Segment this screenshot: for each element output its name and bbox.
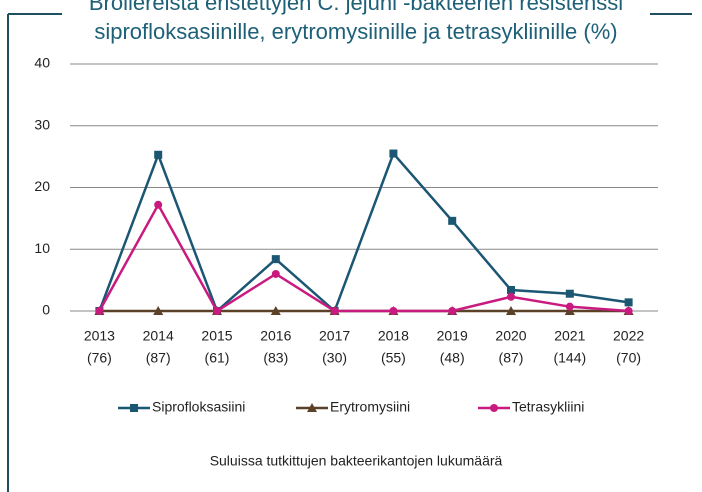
marker (506, 306, 516, 315)
marker (624, 307, 633, 315)
x-tick-label: 2019 (437, 328, 468, 344)
x-tick-label: 2020 (495, 328, 526, 344)
x-tick-label: 2015 (201, 328, 232, 344)
legend-label: Siprofloksasiini (152, 399, 245, 415)
x-tick-label: 2022 (613, 328, 644, 344)
marker (154, 200, 163, 209)
x-tick-sublabel: (76) (87, 350, 112, 366)
y-tick-label: 30 (34, 116, 50, 132)
y-tick-label: 0 (42, 302, 50, 318)
x-tick-sublabel: (55) (381, 350, 406, 366)
marker (330, 307, 339, 315)
marker (213, 307, 221, 315)
marker (507, 286, 515, 295)
marker (270, 306, 281, 315)
x-tick-sublabel: (83) (263, 350, 288, 366)
marker (565, 289, 574, 298)
chart-title: siprofloksasiinille, erytromysiinille ja… (94, 19, 617, 44)
x-tick-label: 2017 (319, 328, 350, 344)
legend-marker (130, 404, 138, 412)
series-line (98, 151, 629, 314)
marker (271, 255, 280, 264)
x-tick-sublabel: (48) (440, 350, 465, 366)
x-tick-label: 2016 (260, 328, 291, 344)
marker (565, 302, 574, 311)
legend-label: Erytromysiini (330, 399, 410, 415)
marker (271, 269, 280, 278)
note: Suluissa tutkittujen bakteerikantojen lu… (210, 453, 503, 469)
chart-title: Broilereista eristettyjen C. jejuni -bak… (89, 0, 623, 15)
x-tick-sublabel: (87) (146, 350, 171, 366)
x-tick-sublabel: (30) (322, 350, 347, 366)
legend-marker (490, 404, 498, 412)
marker (95, 307, 104, 315)
x-tick-sublabel: (61) (205, 350, 230, 366)
marker (624, 298, 633, 307)
marker (448, 307, 457, 315)
x-tick-label: 2021 (554, 328, 585, 344)
marker (154, 150, 163, 159)
y-tick-label: 10 (34, 240, 50, 256)
legend-marker (307, 403, 317, 412)
x-tick-sublabel: (144) (553, 350, 586, 366)
y-tick-label: 20 (34, 178, 50, 194)
x-tick-label: 2013 (84, 328, 115, 344)
x-tick-label: 2014 (143, 328, 174, 344)
y-tick-label: 40 (34, 55, 50, 71)
x-tick-sublabel: (87) (499, 350, 524, 366)
series-line (98, 202, 629, 313)
marker (448, 216, 457, 225)
marker (389, 149, 398, 158)
x-tick-sublabel: (70) (616, 350, 641, 366)
x-tick-label: 2018 (378, 328, 409, 344)
legend-label: Tetrasykliini (512, 399, 584, 415)
marker (389, 307, 398, 315)
marker (153, 306, 164, 315)
marker (507, 292, 515, 301)
